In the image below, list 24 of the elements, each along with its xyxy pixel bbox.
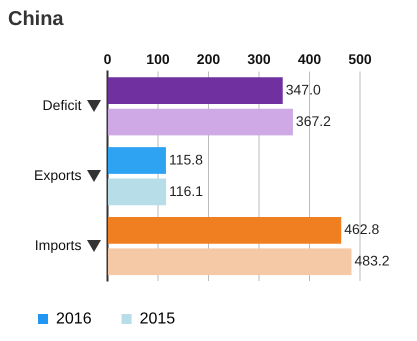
data-label: 462.8 [344,221,380,238]
data-label: 367.2 [296,112,332,129]
legend-label: 2016 [56,310,92,328]
bar [108,147,166,174]
bar [108,216,342,244]
data-label: 347.0 [286,81,321,98]
legend-label: 2015 [140,310,176,328]
data-label: 483.2 [354,252,390,269]
x-tick-label: 200 [196,50,220,67]
data-label: 116.1 [169,182,204,199]
bar [108,108,293,136]
y-tick-label: Imports [34,236,82,253]
bar [108,248,352,276]
x-tick-label: 500 [348,50,372,67]
x-tick-label: 300 [247,50,271,67]
x-tick-label: 100 [146,50,170,67]
x-tick-label: 400 [298,50,322,67]
bar [108,178,166,206]
x-tick-label: 0 [104,50,112,67]
y-tick-label: Exports [34,167,82,184]
bar [108,77,283,104]
y-tick-label: Deficit [42,97,82,114]
data-label: 115.8 [168,151,204,168]
chart-title: China [8,8,65,31]
